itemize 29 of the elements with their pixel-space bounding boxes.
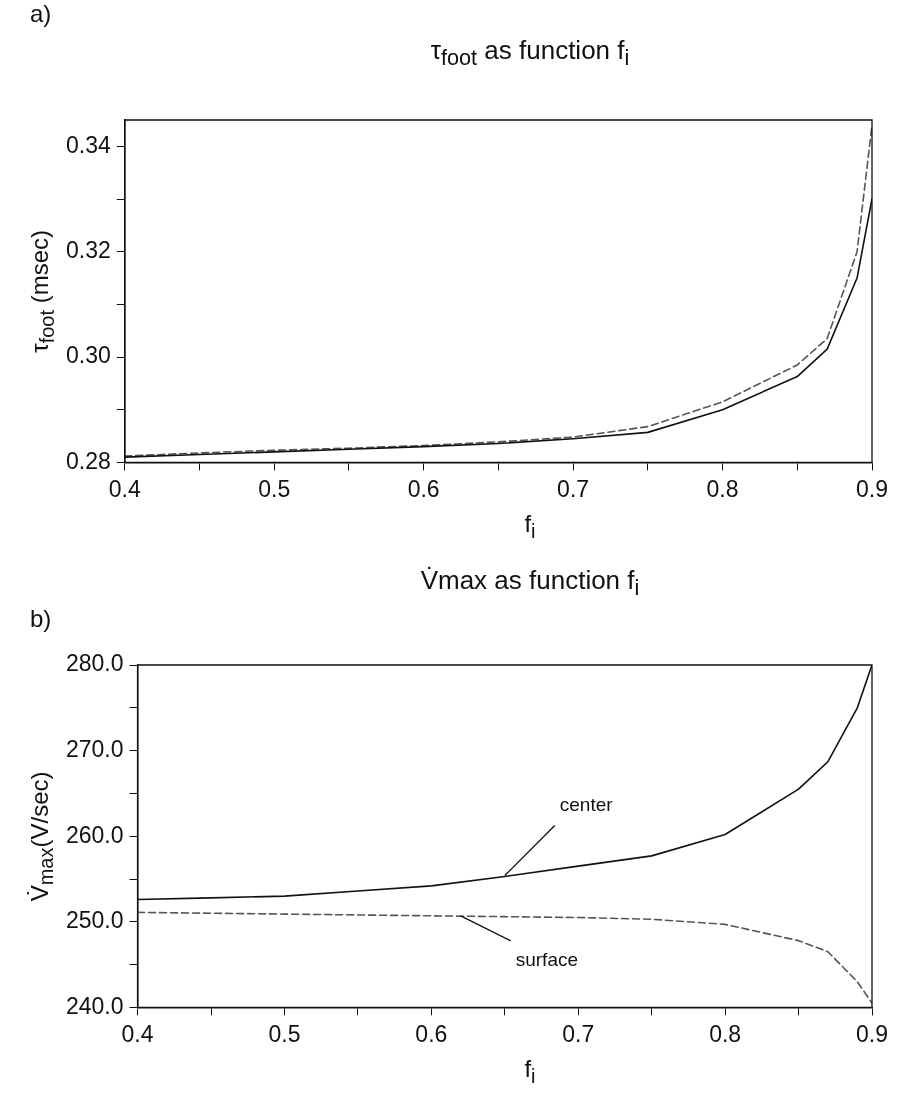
text: a) bbox=[30, 0, 52, 28]
y-tick-label: 0.32 bbox=[66, 237, 111, 264]
annotation: center bbox=[559, 794, 614, 816]
x-tick-label: 0.9 bbox=[856, 475, 888, 502]
y-tick-label: 0.28 bbox=[66, 447, 111, 474]
y-tick-label: 0.34 bbox=[66, 131, 111, 158]
x-tick-label: 0.4 bbox=[108, 475, 141, 502]
y-tick-label: 0.30 bbox=[66, 342, 111, 369]
annotation: surface bbox=[515, 948, 579, 970]
chart-title: τ$_{foot}$ as function f$_{i}$ bbox=[429, 35, 631, 72]
text: b) bbox=[30, 605, 52, 633]
x-tick-label: 0.6 bbox=[415, 1020, 448, 1047]
x-tick-label: 0.7 bbox=[562, 1020, 595, 1047]
x-tick-label: 0.7 bbox=[557, 475, 590, 502]
y-tick-label: 250.0 bbox=[65, 907, 124, 934]
x-tick-label: 0.4 bbox=[121, 1020, 154, 1047]
y-tick-label: 240.0 bbox=[65, 992, 124, 1019]
y-tick-label: 280.0 bbox=[65, 650, 124, 677]
x-axis-title: f$_{i}$ bbox=[523, 1055, 537, 1088]
chart-title: V̇max as function f$_{i}$ bbox=[419, 565, 641, 602]
x-axis-title: f$_{i}$ bbox=[523, 510, 537, 543]
y-tick-label: 270.0 bbox=[65, 735, 124, 762]
x-tick-label: 0.8 bbox=[709, 1020, 742, 1047]
x-tick-label: 0.8 bbox=[706, 475, 739, 502]
x-tick-label: 0.5 bbox=[268, 1020, 301, 1047]
x-tick-label: 0.6 bbox=[407, 475, 440, 502]
x-tick-label: 0.9 bbox=[856, 1020, 888, 1047]
x-tick-label: 0.5 bbox=[258, 475, 291, 502]
y-tick-label: 260.0 bbox=[65, 821, 124, 848]
